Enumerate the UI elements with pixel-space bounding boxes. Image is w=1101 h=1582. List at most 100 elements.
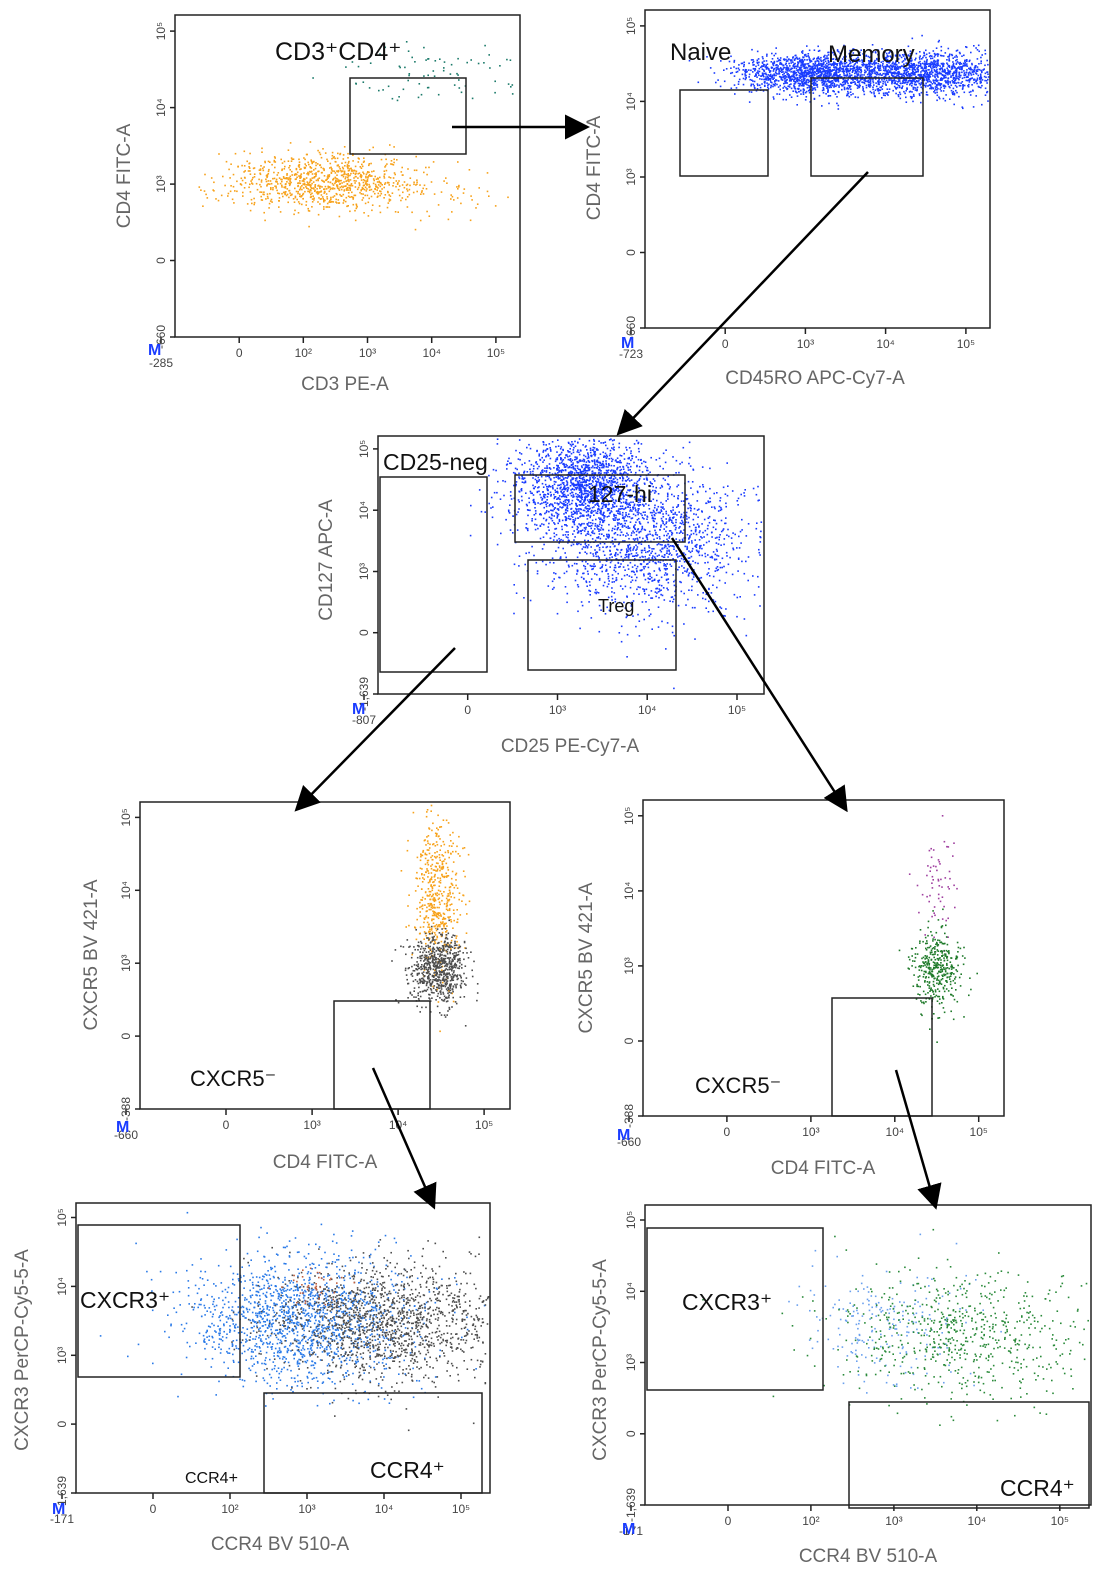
event-point <box>840 83 843 86</box>
event-point <box>204 173 206 176</box>
event-point <box>877 49 880 51</box>
event-point <box>966 60 968 63</box>
event-point <box>604 489 606 492</box>
event-point <box>337 199 340 201</box>
event-point <box>981 79 984 81</box>
event-point <box>705 490 707 493</box>
event-point <box>912 93 915 96</box>
event-point <box>728 60 731 63</box>
event-point <box>912 70 914 72</box>
event-point <box>808 65 811 67</box>
event-point <box>217 199 220 202</box>
event-point <box>578 481 580 484</box>
event-point <box>253 197 255 200</box>
event-point <box>923 63 926 66</box>
event-point <box>804 67 806 69</box>
event-point <box>329 181 332 184</box>
event-point <box>613 493 616 496</box>
event-point <box>570 470 572 473</box>
event-point <box>590 522 592 524</box>
event-point <box>932 61 934 64</box>
event-point <box>947 83 949 86</box>
event-point <box>894 68 897 70</box>
event-point <box>887 73 889 76</box>
event-point <box>952 93 954 96</box>
event-point <box>329 201 332 203</box>
event-point <box>326 202 329 205</box>
event-point <box>941 67 944 69</box>
event-point <box>236 180 238 183</box>
event-point <box>249 170 251 172</box>
event-point <box>509 504 511 506</box>
event-point <box>323 169 325 172</box>
event-point <box>769 79 772 82</box>
gate-cd3-cd4[interactable] <box>349 77 467 155</box>
event-point <box>267 173 270 175</box>
event-point <box>624 493 627 496</box>
event-point <box>846 67 848 69</box>
event-point <box>586 490 588 492</box>
event-point <box>261 199 264 201</box>
event-point <box>346 179 348 182</box>
event-point <box>581 478 584 481</box>
event-point <box>795 77 797 79</box>
event-point <box>947 81 950 83</box>
event-point <box>559 448 562 450</box>
event-point <box>391 97 394 100</box>
event-point <box>331 151 334 154</box>
event-point <box>379 194 381 197</box>
gate-naive[interactable] <box>679 89 769 177</box>
event-point <box>873 84 875 86</box>
event-point <box>847 64 850 66</box>
event-point <box>336 157 339 160</box>
event-point <box>862 63 865 66</box>
event-point <box>285 191 287 193</box>
event-point <box>267 170 270 173</box>
event-point <box>907 80 910 82</box>
event-point <box>273 160 276 163</box>
event-point <box>355 83 357 85</box>
event-point <box>260 195 262 198</box>
event-point <box>822 80 825 83</box>
event-point <box>351 61 354 63</box>
event-point <box>314 186 317 189</box>
event-point <box>923 52 925 55</box>
event-point <box>828 84 831 87</box>
event-point <box>929 84 931 86</box>
event-point <box>796 91 798 94</box>
event-point <box>559 469 561 472</box>
event-point <box>406 188 408 190</box>
event-point <box>332 170 334 172</box>
event-point <box>959 84 962 87</box>
event-point <box>371 204 374 206</box>
event-point <box>593 478 595 480</box>
event-point <box>629 469 631 471</box>
event-point <box>385 158 387 161</box>
event-point <box>905 89 907 92</box>
event-point <box>291 170 293 173</box>
event-point <box>633 482 636 484</box>
gate-memory[interactable] <box>810 77 924 177</box>
event-point <box>593 500 595 502</box>
event-point <box>975 80 978 82</box>
event-point <box>800 68 802 70</box>
event-point <box>553 522 555 524</box>
event-point <box>294 178 297 181</box>
event-point <box>397 182 399 184</box>
event-point <box>557 492 559 494</box>
event-point <box>904 81 907 83</box>
event-point <box>764 73 767 75</box>
event-point <box>250 198 253 201</box>
event-point <box>331 157 333 160</box>
event-point <box>797 62 799 64</box>
event-point <box>976 49 979 51</box>
event-point <box>751 79 753 81</box>
event-point <box>577 508 579 510</box>
event-point <box>540 471 542 474</box>
event-point <box>813 74 816 76</box>
event-point <box>733 66 735 68</box>
event-point <box>762 69 765 71</box>
event-point <box>290 157 293 159</box>
event-point <box>513 484 515 487</box>
